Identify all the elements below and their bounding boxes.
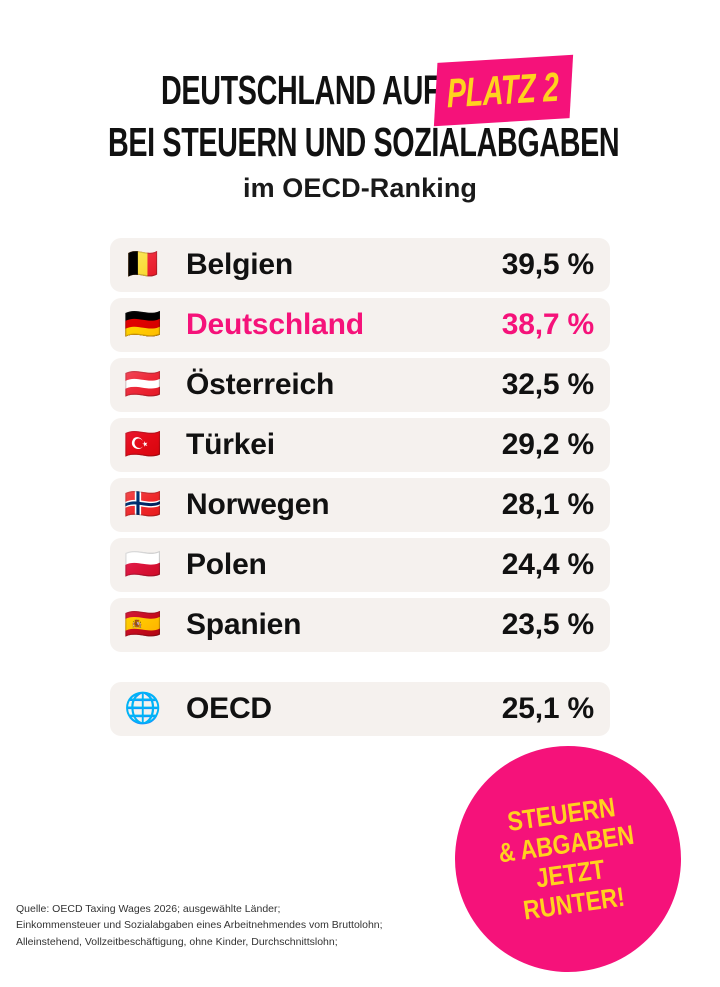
flag-norway-icon: 🇳🇴 bbox=[124, 487, 162, 522]
ranking-value: 23,5 % bbox=[501, 608, 594, 641]
ranking-row: 🇧🇪 Belgien 39,5 % bbox=[110, 238, 610, 292]
source-line: Quelle: OECD Taxing Wages 2026; ausgewäh… bbox=[16, 903, 281, 915]
ranking-list: 🇧🇪 Belgien 39,5 % 🇩🇪 Deutschland 38,7 % 🇦🇹 Öste… bbox=[110, 238, 610, 742]
source-line: Einkommensteuer und Sozialabgaben eines … bbox=[16, 919, 383, 932]
ranking-row: 🇵🇱 Polen 24,4 % bbox=[110, 538, 610, 592]
title-prefix: DEUTSCHLAND AUF bbox=[161, 67, 441, 113]
ranking-country-label: Spanien bbox=[186, 608, 302, 641]
flag-austria-icon: 🇦🇹 bbox=[124, 367, 162, 402]
source-line: Alleinstehend, Vollzeitbeschäftigung, oh… bbox=[16, 935, 338, 948]
ranking-country-label: Österreich bbox=[186, 368, 335, 401]
ranking-value: 28,1 % bbox=[501, 488, 594, 521]
ranking-country-label: Polen bbox=[186, 548, 267, 581]
ranking-row: 🇹🇷 Türkei 29,2 % bbox=[110, 418, 610, 472]
header: DEUTSCHLAND AUF PLATZ 2 BEI STEUERN UND S… bbox=[0, 0, 720, 220]
ranking-row: 🇳🇴 Norwegen 28,1 % bbox=[110, 478, 610, 532]
ranking-value: 38,7 % bbox=[501, 308, 594, 341]
flag-belgium-icon: 🇧🇪 bbox=[124, 247, 162, 282]
ranking-row: 🇩🇪 Deutschland 38,7 % bbox=[110, 298, 610, 352]
source-note: Quelle: OECD Taxing Wages 2026; ausgewäh… bbox=[16, 901, 486, 950]
ranking-value: 29,2 % bbox=[501, 428, 594, 461]
flag-germany-icon: 🇩🇪 bbox=[124, 307, 162, 342]
platz-badge-label: PLATZ 2 bbox=[446, 63, 560, 117]
ranking-row: 🇦🇹 Österreich 32,5 % bbox=[110, 358, 610, 412]
title-line-2-text: BEI STEUERN UND SOZIALABGABEN bbox=[108, 119, 620, 165]
flag-turkey-icon: 🇹🇷 bbox=[124, 427, 162, 462]
flag-poland-icon: 🇵🇱 bbox=[124, 547, 162, 582]
ranking-row: 🇪🇸 Spanien 23,5 % bbox=[110, 598, 610, 652]
ranking-country-label: Türkei bbox=[186, 428, 275, 461]
flag-spain-icon: 🇪🇸 bbox=[124, 607, 162, 642]
page-title-line-2: BEI STEUERN UND SOZIALABGABEN bbox=[108, 122, 620, 163]
platz-badge: PLATZ 2 bbox=[434, 54, 574, 127]
page-title-line-1: DEUTSCHLAND AUF PLATZ 2 bbox=[108, 54, 612, 127]
ranking-value: 39,5 % bbox=[501, 248, 594, 281]
ranking-value: 25,1 % bbox=[501, 692, 594, 725]
ranking-row: 🌐 OECD 25,1 % bbox=[110, 682, 610, 736]
ranking-value: 32,5 % bbox=[501, 368, 594, 401]
page-subtitle: im OECD-Ranking bbox=[242, 173, 478, 203]
ranking-country-label: Deutschland bbox=[186, 308, 364, 341]
ranking-country-label: OECD bbox=[186, 692, 272, 725]
globe-icon-icon: 🌐 bbox=[124, 691, 162, 726]
ranking-country-label: Norwegen bbox=[186, 488, 330, 521]
ranking-value: 24,4 % bbox=[501, 548, 594, 581]
ranking-country-label: Belgien bbox=[186, 248, 293, 281]
